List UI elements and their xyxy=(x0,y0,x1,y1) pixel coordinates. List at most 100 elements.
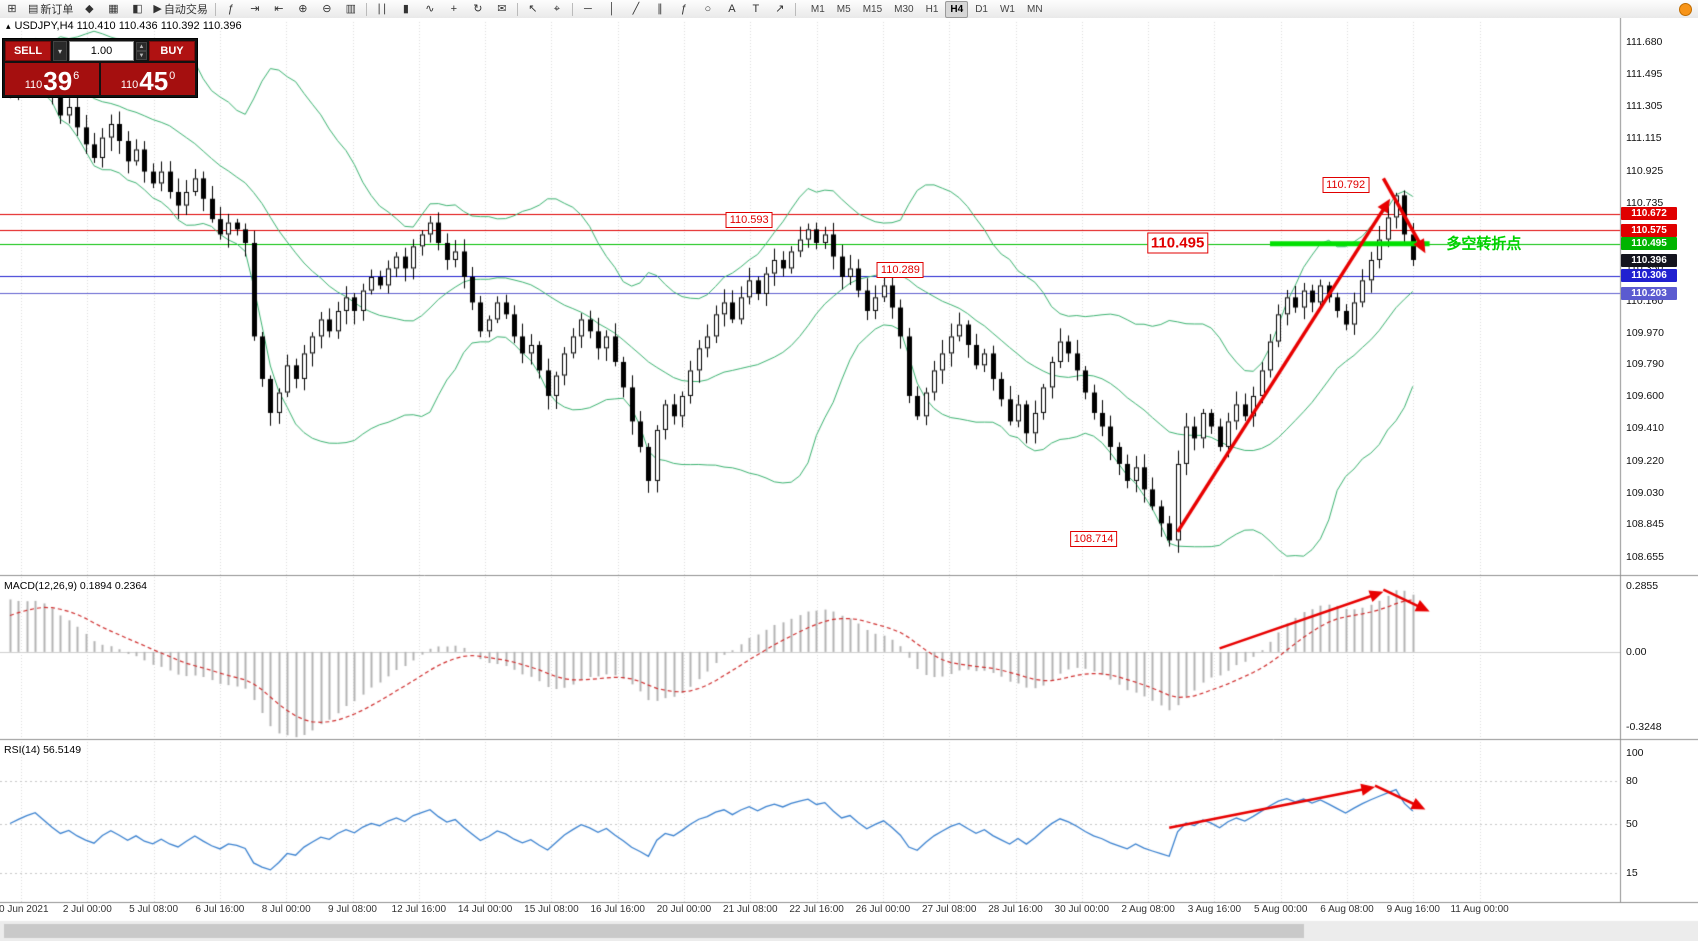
buy-quote-button[interactable]: 110 45 0 xyxy=(101,63,195,95)
timeframe-m15-button[interactable]: M15 xyxy=(862,3,883,15)
timeframe-m30-button[interactable]: M30 xyxy=(894,3,914,15)
indicators-button[interactable]: ƒ xyxy=(220,0,242,18)
hline-tool-button[interactable]: ─ xyxy=(577,0,599,18)
fibonacci-tool-icon: ƒ xyxy=(680,3,687,15)
toolbar-separator xyxy=(516,2,518,16)
zoom-out-icon: ⊖ xyxy=(322,3,332,15)
buy-price-prefix: 110 xyxy=(120,79,139,91)
channel-tool-button[interactable]: ∥ xyxy=(649,0,671,18)
arrows-tool-button[interactable]: ↗ xyxy=(769,0,791,18)
price-annotation-label[interactable]: 110.289 xyxy=(876,262,924,279)
bar-chart-mode-icon: ∣∣ xyxy=(376,3,388,15)
trendline-tool-button[interactable]: ╱ xyxy=(625,0,647,18)
chart-title: ▴ USDJPY,H4 110.410 110.436 110.392 110.… xyxy=(6,20,242,32)
toolbar-separator xyxy=(571,2,573,16)
trendline-tool-icon: ╱ xyxy=(632,3,640,15)
volume-down-icon[interactable]: ▼ xyxy=(136,51,147,60)
channel-tool-icon: ∥ xyxy=(657,3,663,15)
toolbar-separator xyxy=(365,2,367,16)
new-object-icon: + xyxy=(450,3,458,15)
shapes-tool-icon: ○ xyxy=(704,3,712,15)
volume-input[interactable] xyxy=(69,41,134,61)
vline-tool-icon: │ xyxy=(608,3,616,15)
timeframe-h4-button[interactable]: H4 xyxy=(945,0,969,18)
zoom-in-icon: ⊕ xyxy=(298,3,308,15)
candlestick-mode-icon: ▮ xyxy=(402,3,409,15)
turning-point-label[interactable]: 多空转折点 xyxy=(1446,235,1522,253)
mail-icon: ✉ xyxy=(497,3,507,15)
volume-up-icon[interactable]: ▲ xyxy=(136,42,147,51)
new-object-button[interactable]: + xyxy=(443,0,465,18)
price-annotation-label[interactable]: 110.593 xyxy=(725,212,773,228)
new-order-button[interactable]: ▤ 新订单 xyxy=(25,0,76,18)
zoom-out-button[interactable]: ⊖ xyxy=(316,0,338,18)
arrows-tool-icon: ↗ xyxy=(775,3,785,15)
sell-quote-button[interactable]: 110 39 6 xyxy=(5,63,99,95)
sell-price-big: 39 xyxy=(43,66,73,96)
refresh-icon: ↻ xyxy=(473,3,483,15)
market-watch-icon: ▦ xyxy=(108,3,119,15)
vline-tool-button[interactable]: │ xyxy=(601,0,623,18)
sell-dropdown-icon[interactable]: ▾ xyxy=(53,41,67,61)
candlestick-mode-button[interactable]: ▮ xyxy=(395,0,417,18)
toolbar-separator xyxy=(794,2,796,16)
new-chart-button[interactable]: ⊞ xyxy=(1,0,23,18)
label-tool-icon: T xyxy=(752,3,760,15)
fibonacci-tool-button[interactable]: ƒ xyxy=(673,0,695,18)
symbol-ohlc-text: USDJPY,H4 110.410 110.436 110.392 110.39… xyxy=(14,20,242,32)
timeframe-m5-button[interactable]: M5 xyxy=(836,3,851,15)
volume-spinner[interactable]: ▲ ▼ xyxy=(136,42,147,60)
cursor-button[interactable]: ↖ xyxy=(522,0,544,18)
line-chart-mode-button[interactable]: ∿ xyxy=(419,0,441,18)
chart-profiles-icon: ◆ xyxy=(85,3,94,15)
sell-button[interactable]: SELL xyxy=(5,41,51,61)
market-watch-button[interactable]: ▦ xyxy=(102,0,124,18)
chart-area: 111.680 111.495 111.305 111.115 110.925 110.7… xyxy=(0,18,1698,941)
candlestick-icon: ▴ xyxy=(6,20,11,31)
timeframe-d1-button[interactable]: D1 xyxy=(975,3,988,15)
buy-price-big: 45 xyxy=(139,66,169,96)
timeframe-h1-button[interactable]: H1 xyxy=(925,3,939,15)
timeframe-m1-button[interactable]: M1 xyxy=(810,3,825,15)
tile-windows-button[interactable]: ▥ xyxy=(340,0,362,18)
mail-button[interactable]: ✉ xyxy=(491,0,513,18)
autotrading-button[interactable]: ▶ 自动交易 xyxy=(150,0,210,18)
auto-scroll-button[interactable]: ⇤ xyxy=(268,0,290,18)
cursor-icon: ↖ xyxy=(528,3,538,15)
new-chart-icon: ⊞ xyxy=(7,3,17,15)
indicators-icon: ƒ xyxy=(227,3,234,15)
zoom-in-button[interactable]: ⊕ xyxy=(292,0,314,18)
sell-price-prefix: 110 xyxy=(24,79,43,91)
toolbar-main-group: ⊞ ▤ 新订单 ◆ ▦ ◧ ▶ 自动交易 ƒ ⇥ ⇤ ⊕ ⊖ ▥ ∣∣ ▮ ∿ + ↻ ✉ ↖ ⌖ ─ │ ╱ ∥ ƒ ○ A T ↗ xyxy=(0,0,799,18)
price-annotation-label[interactable]: 110.495 xyxy=(1146,232,1209,254)
community-icon[interactable] xyxy=(1679,2,1692,16)
label-tool-button[interactable]: T xyxy=(745,0,767,18)
sell-price-sup: 6 xyxy=(73,70,80,82)
shapes-tool-button[interactable]: ○ xyxy=(697,0,719,18)
price-chart-canvas[interactable] xyxy=(0,18,1698,941)
navigator-button[interactable]: ◧ xyxy=(126,0,148,18)
timeframe-mn-button[interactable]: MN xyxy=(1026,3,1043,15)
toolbar-separator xyxy=(214,2,216,16)
chart-profiles-button[interactable]: ◆ xyxy=(78,0,100,18)
price-annotation-label[interactable]: 110.792 xyxy=(1322,177,1370,194)
line-chart-mode-icon: ∿ xyxy=(425,3,435,15)
autotrading-label: 自动交易 xyxy=(163,4,208,16)
refresh-button[interactable]: ↻ xyxy=(467,0,489,18)
chart-shift-button[interactable]: ⇥ xyxy=(244,0,266,18)
autotrading-icon: ▶ xyxy=(153,3,162,15)
chart-shift-icon: ⇥ xyxy=(250,3,260,15)
text-tool-icon: A xyxy=(728,3,736,15)
price-annotation-label[interactable]: 108.714 xyxy=(1069,530,1118,547)
buy-button[interactable]: BUY xyxy=(149,41,195,61)
toolbar: ⊞ ▤ 新订单 ◆ ▦ ◧ ▶ 自动交易 ƒ ⇥ ⇤ ⊕ ⊖ ▥ ∣∣ ▮ ∿ + ↻ ✉ ↖ ⌖ ─ │ ╱ ∥ ƒ ○ A T ↗ M1… xyxy=(0,0,1698,19)
crosshair-icon: ⌖ xyxy=(553,3,560,15)
one-click-trading-panel: SELL ▾ ▲ ▼ BUY 110 39 6 110 45 0 xyxy=(2,38,198,98)
crosshair-button[interactable]: ⌖ xyxy=(546,0,568,18)
new-order-label: 新订单 xyxy=(40,4,74,16)
navigator-icon: ◧ xyxy=(132,3,143,15)
timeframe-w1-button[interactable]: W1 xyxy=(999,3,1015,15)
text-tool-button[interactable]: A xyxy=(721,0,743,18)
bar-chart-mode-button[interactable]: ∣∣ xyxy=(371,0,393,18)
